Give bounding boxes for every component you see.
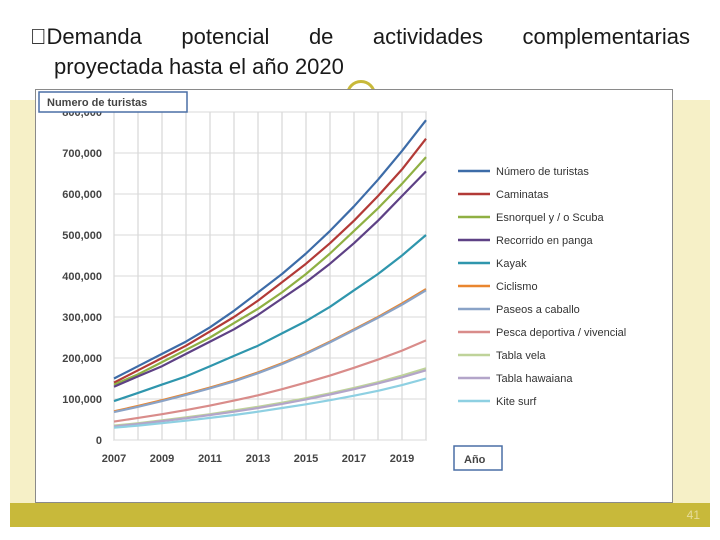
x-axis-label-box: Año xyxy=(453,445,503,471)
y-tick-label: 700,000 xyxy=(62,148,102,160)
series-line xyxy=(113,119,427,380)
y-axis-label: Numero de turistas xyxy=(47,97,147,109)
y-tick-label: 600,000 xyxy=(62,189,102,201)
y-tick-label: 0 xyxy=(96,435,102,447)
chart-legend: Número de turistas Caminatas Esnorquel y /… xyxy=(458,166,626,408)
y-axis-label-box: Numero de turistas xyxy=(38,91,188,113)
series-line xyxy=(113,234,427,403)
title-word: Demanda xyxy=(30,24,142,49)
y-tick-label: 200,000 xyxy=(62,353,102,365)
title-word: complementarias xyxy=(522,24,690,49)
y-axis-ticks: 0 100,000 200,000 300,000 400,000 500,000 600,… xyxy=(62,107,102,447)
legend-label: Esnorquel y / o Scuba xyxy=(496,212,605,224)
legend-label: Caminatas xyxy=(496,189,549,201)
title-word: de xyxy=(300,24,333,49)
y-tick-label: 300,000 xyxy=(62,312,102,324)
legend-label: Pesca deportiva / vivencial xyxy=(496,327,626,339)
slide-title-line-1: Demanda potencial de actividades comple… xyxy=(30,22,690,52)
y-tick-label: 500,000 xyxy=(62,230,102,242)
slide-title: Demanda potencial de actividades comple… xyxy=(30,22,690,82)
x-axis-label: Año xyxy=(464,454,486,466)
legend-label: Kayak xyxy=(496,258,527,270)
decorative-right-band xyxy=(672,100,710,503)
legend-label: Paseos a caballo xyxy=(496,304,580,316)
decorative-left-band xyxy=(10,100,36,503)
x-tick-label: 2015 xyxy=(294,453,318,465)
series-line xyxy=(113,156,427,386)
legend-label: Tabla vela xyxy=(496,350,546,362)
x-tick-label: 2019 xyxy=(390,453,414,465)
x-tick-label: 2011 xyxy=(198,453,222,465)
series-line xyxy=(113,138,427,384)
legend-label: Ciclismo xyxy=(496,281,538,293)
x-tick-label: 2007 xyxy=(102,453,126,465)
series-line xyxy=(113,339,427,423)
series-line xyxy=(113,170,427,388)
x-tick-label: 2017 xyxy=(342,453,366,465)
decorative-bottom-band xyxy=(10,503,710,527)
series-line xyxy=(113,377,427,429)
x-tick-label: 2009 xyxy=(150,453,174,465)
legend-label: Kite surf xyxy=(496,396,537,408)
line-chart: 0 100,000 200,000 300,000 400,000 500,000 600,… xyxy=(38,91,626,471)
y-tick-label: 100,000 xyxy=(62,394,102,406)
title-word: actividades xyxy=(368,24,483,49)
title-word: potencial xyxy=(169,24,269,49)
slide-number: 41 xyxy=(686,508,700,522)
x-axis-ticks: 2007 2009 2011 2013 2015 2017 2019 xyxy=(102,453,414,465)
legend-label: Tabla hawaiana xyxy=(496,373,573,385)
y-tick-label: 400,000 xyxy=(62,271,102,283)
x-tick-label: 2013 xyxy=(246,453,270,465)
legend-label: Número de turistas xyxy=(496,166,589,178)
series-line xyxy=(113,369,427,428)
legend-label: Recorrido en panga xyxy=(496,235,594,247)
series-line xyxy=(113,289,427,414)
chart-frame: 0 100,000 200,000 300,000 400,000 500,000 600,… xyxy=(35,89,673,503)
chart-series xyxy=(113,119,427,429)
slide-title-line-2: proyectada hasta el año 2020 xyxy=(54,54,344,79)
